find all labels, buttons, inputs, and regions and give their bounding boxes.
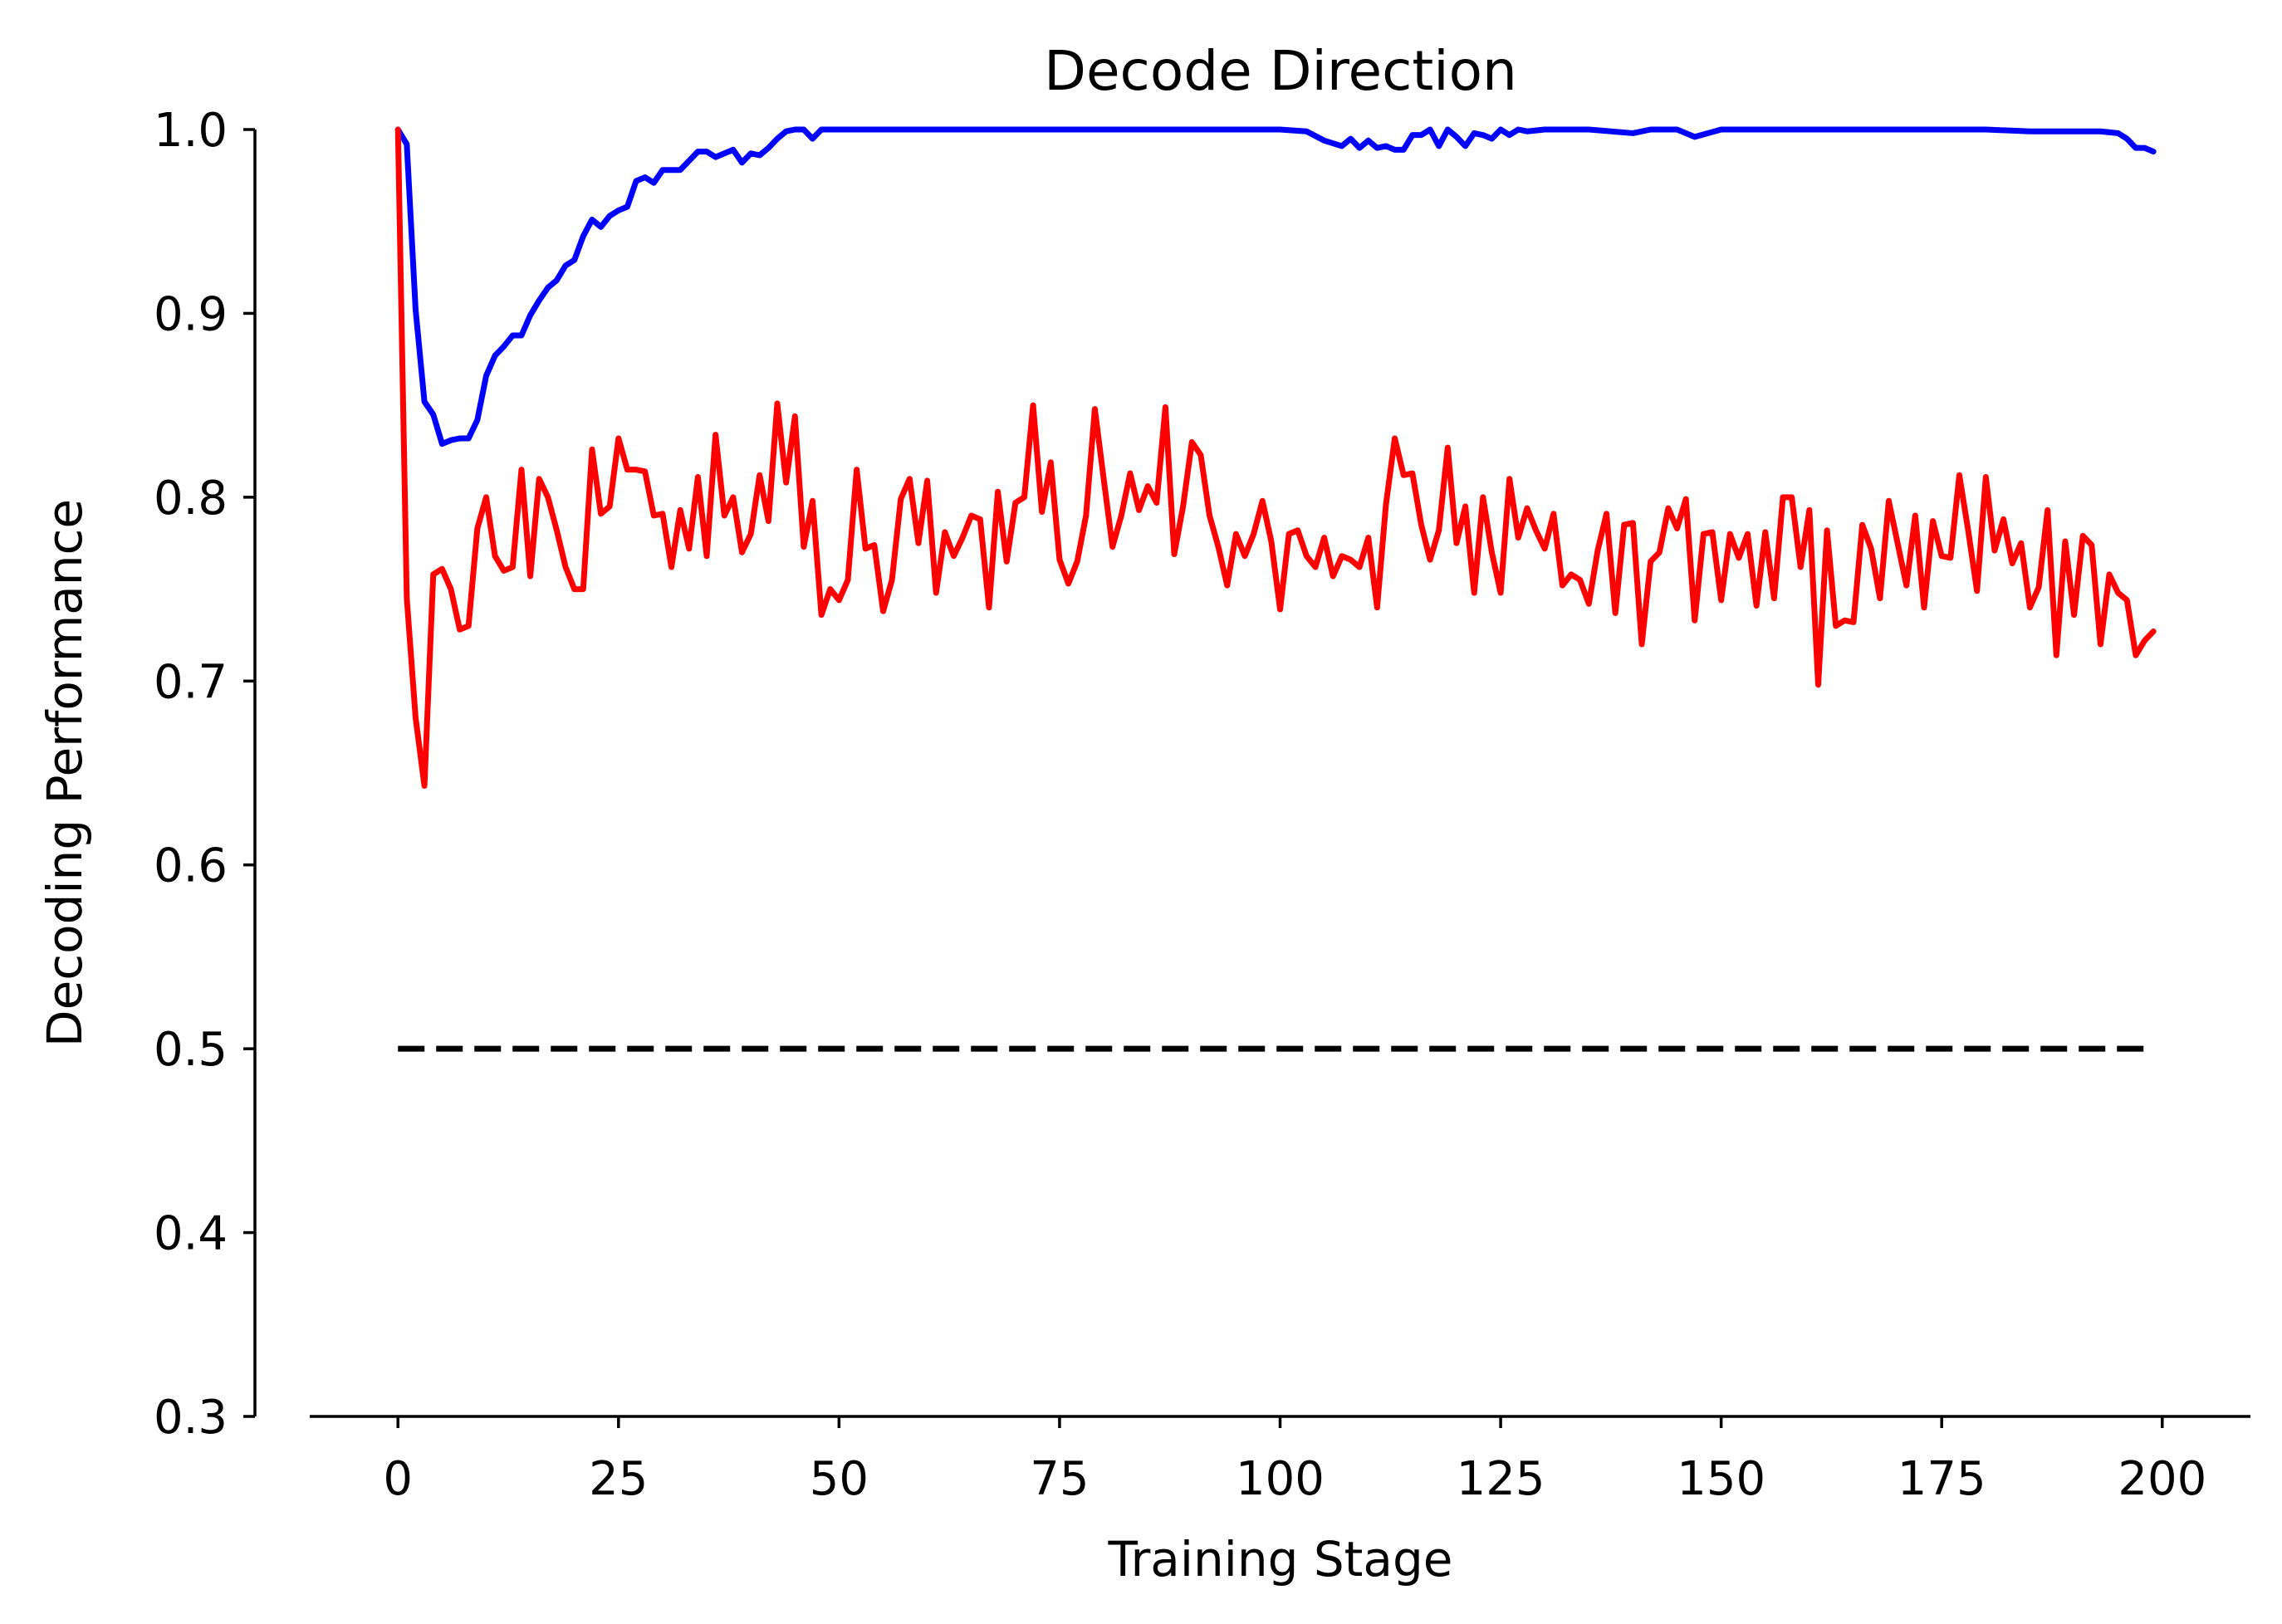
x-tick-label: 150 bbox=[1677, 1452, 1765, 1506]
y-axis-label: Decoding Performance bbox=[37, 499, 93, 1047]
x-tick-label: 125 bbox=[1457, 1452, 1545, 1506]
y-tick-label: 0.9 bbox=[154, 287, 228, 341]
x-tick-label: 175 bbox=[1898, 1452, 1986, 1506]
y-tick-label: 1.0 bbox=[154, 104, 228, 158]
chart-title: Decode Direction bbox=[1044, 39, 1517, 103]
series-line-0 bbox=[394, 126, 2157, 448]
x-tick-label: 0 bbox=[383, 1452, 413, 1506]
x-axis-label: Training Stage bbox=[1108, 1531, 1453, 1587]
x-ticks: 0 25 50 75 100 125 150 175 200 bbox=[383, 1416, 2206, 1506]
y-tick-label: 0.3 bbox=[154, 1391, 228, 1445]
series-line-1 bbox=[394, 126, 2157, 789]
y-tick-label: 0.5 bbox=[154, 1023, 228, 1077]
x-tick-label: 75 bbox=[1030, 1452, 1089, 1506]
y-tick-label: 0.4 bbox=[154, 1207, 228, 1261]
y-tick-label: 0.8 bbox=[154, 472, 228, 526]
y-ticks: 0.3 0.4 0.5 0.6 0.7 0.8 0.9 1.0 bbox=[154, 104, 255, 1445]
x-tick-label: 25 bbox=[589, 1452, 648, 1506]
x-tick-label: 100 bbox=[1236, 1452, 1325, 1506]
x-tick-label: 200 bbox=[2118, 1452, 2206, 1506]
x-tick-label: 50 bbox=[810, 1452, 869, 1506]
series-layer bbox=[394, 126, 2157, 1052]
plot-area: 0.3 0.4 0.5 0.6 0.7 0.8 0.9 1.0 0 25 50 75 100 125 15… bbox=[154, 104, 2250, 1506]
y-tick-label: 0.7 bbox=[154, 655, 228, 709]
y-tick-label: 0.6 bbox=[154, 839, 228, 893]
